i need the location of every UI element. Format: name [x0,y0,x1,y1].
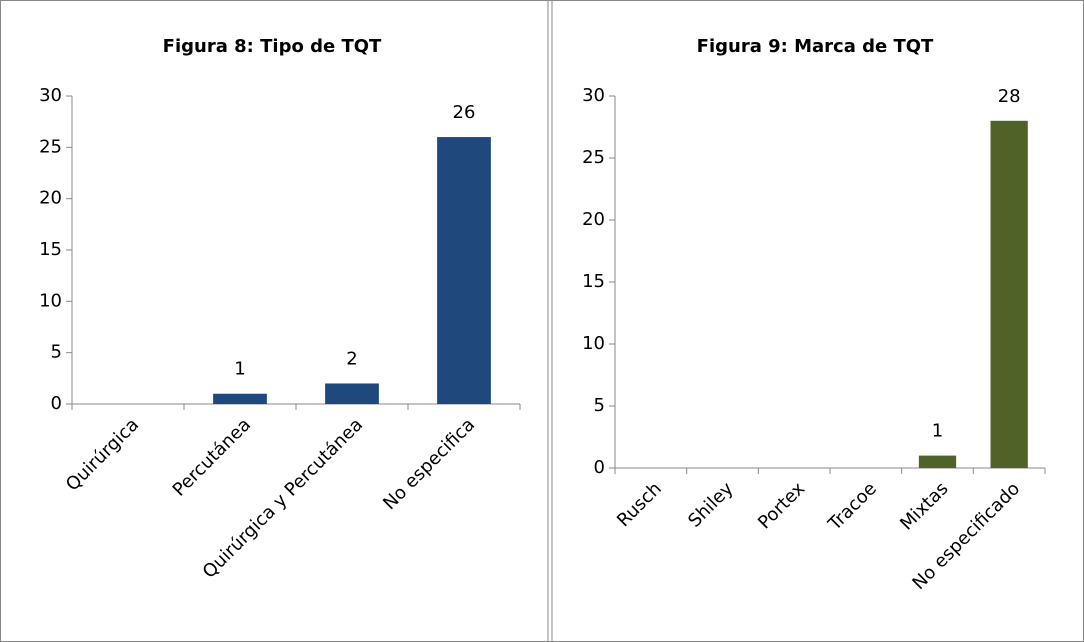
x-tick-label: Shiley [684,478,738,532]
x-tick-label: Tracoe [824,478,881,535]
y-tick-label: 10 [39,290,62,311]
x-tick-label: Portex [754,478,809,533]
y-tick-label: 15 [582,271,605,292]
y-tick-label: 0 [594,457,605,478]
y-tick-label: 0 [51,393,62,414]
x-tick-label: Percutánea [169,414,255,500]
y-tick-label: 20 [39,188,62,209]
x-tick-label: Rusch [613,478,666,531]
bar [213,393,267,404]
y-tick-label: 5 [594,395,605,416]
bar [437,137,491,405]
data-label: 28 [998,86,1021,107]
y-tick-label: 30 [39,85,62,106]
bar [918,455,957,468]
y-tick-label: 20 [582,209,605,230]
data-label: 1 [932,421,943,442]
bar [990,120,1028,469]
x-tick-label: Quirúrgica [62,414,143,495]
chart-title: Figura 8: Tipo de TQT [163,36,382,57]
data-label: 2 [346,348,357,369]
x-tick-label: No especifica [379,414,479,514]
data-label: 1 [234,359,245,380]
y-tick-label: 25 [582,147,605,168]
data-label: 26 [453,102,476,123]
y-tick-label: 5 [51,342,62,363]
y-tick-label: 10 [582,333,605,354]
y-tick-label: 15 [39,239,62,260]
chart-title: Figura 9: Marca de TQT [697,36,934,57]
y-tick-label: 25 [39,136,62,157]
y-tick-label: 30 [582,85,605,106]
bar [325,383,379,404]
x-tick-label: Mixtas [896,478,952,534]
